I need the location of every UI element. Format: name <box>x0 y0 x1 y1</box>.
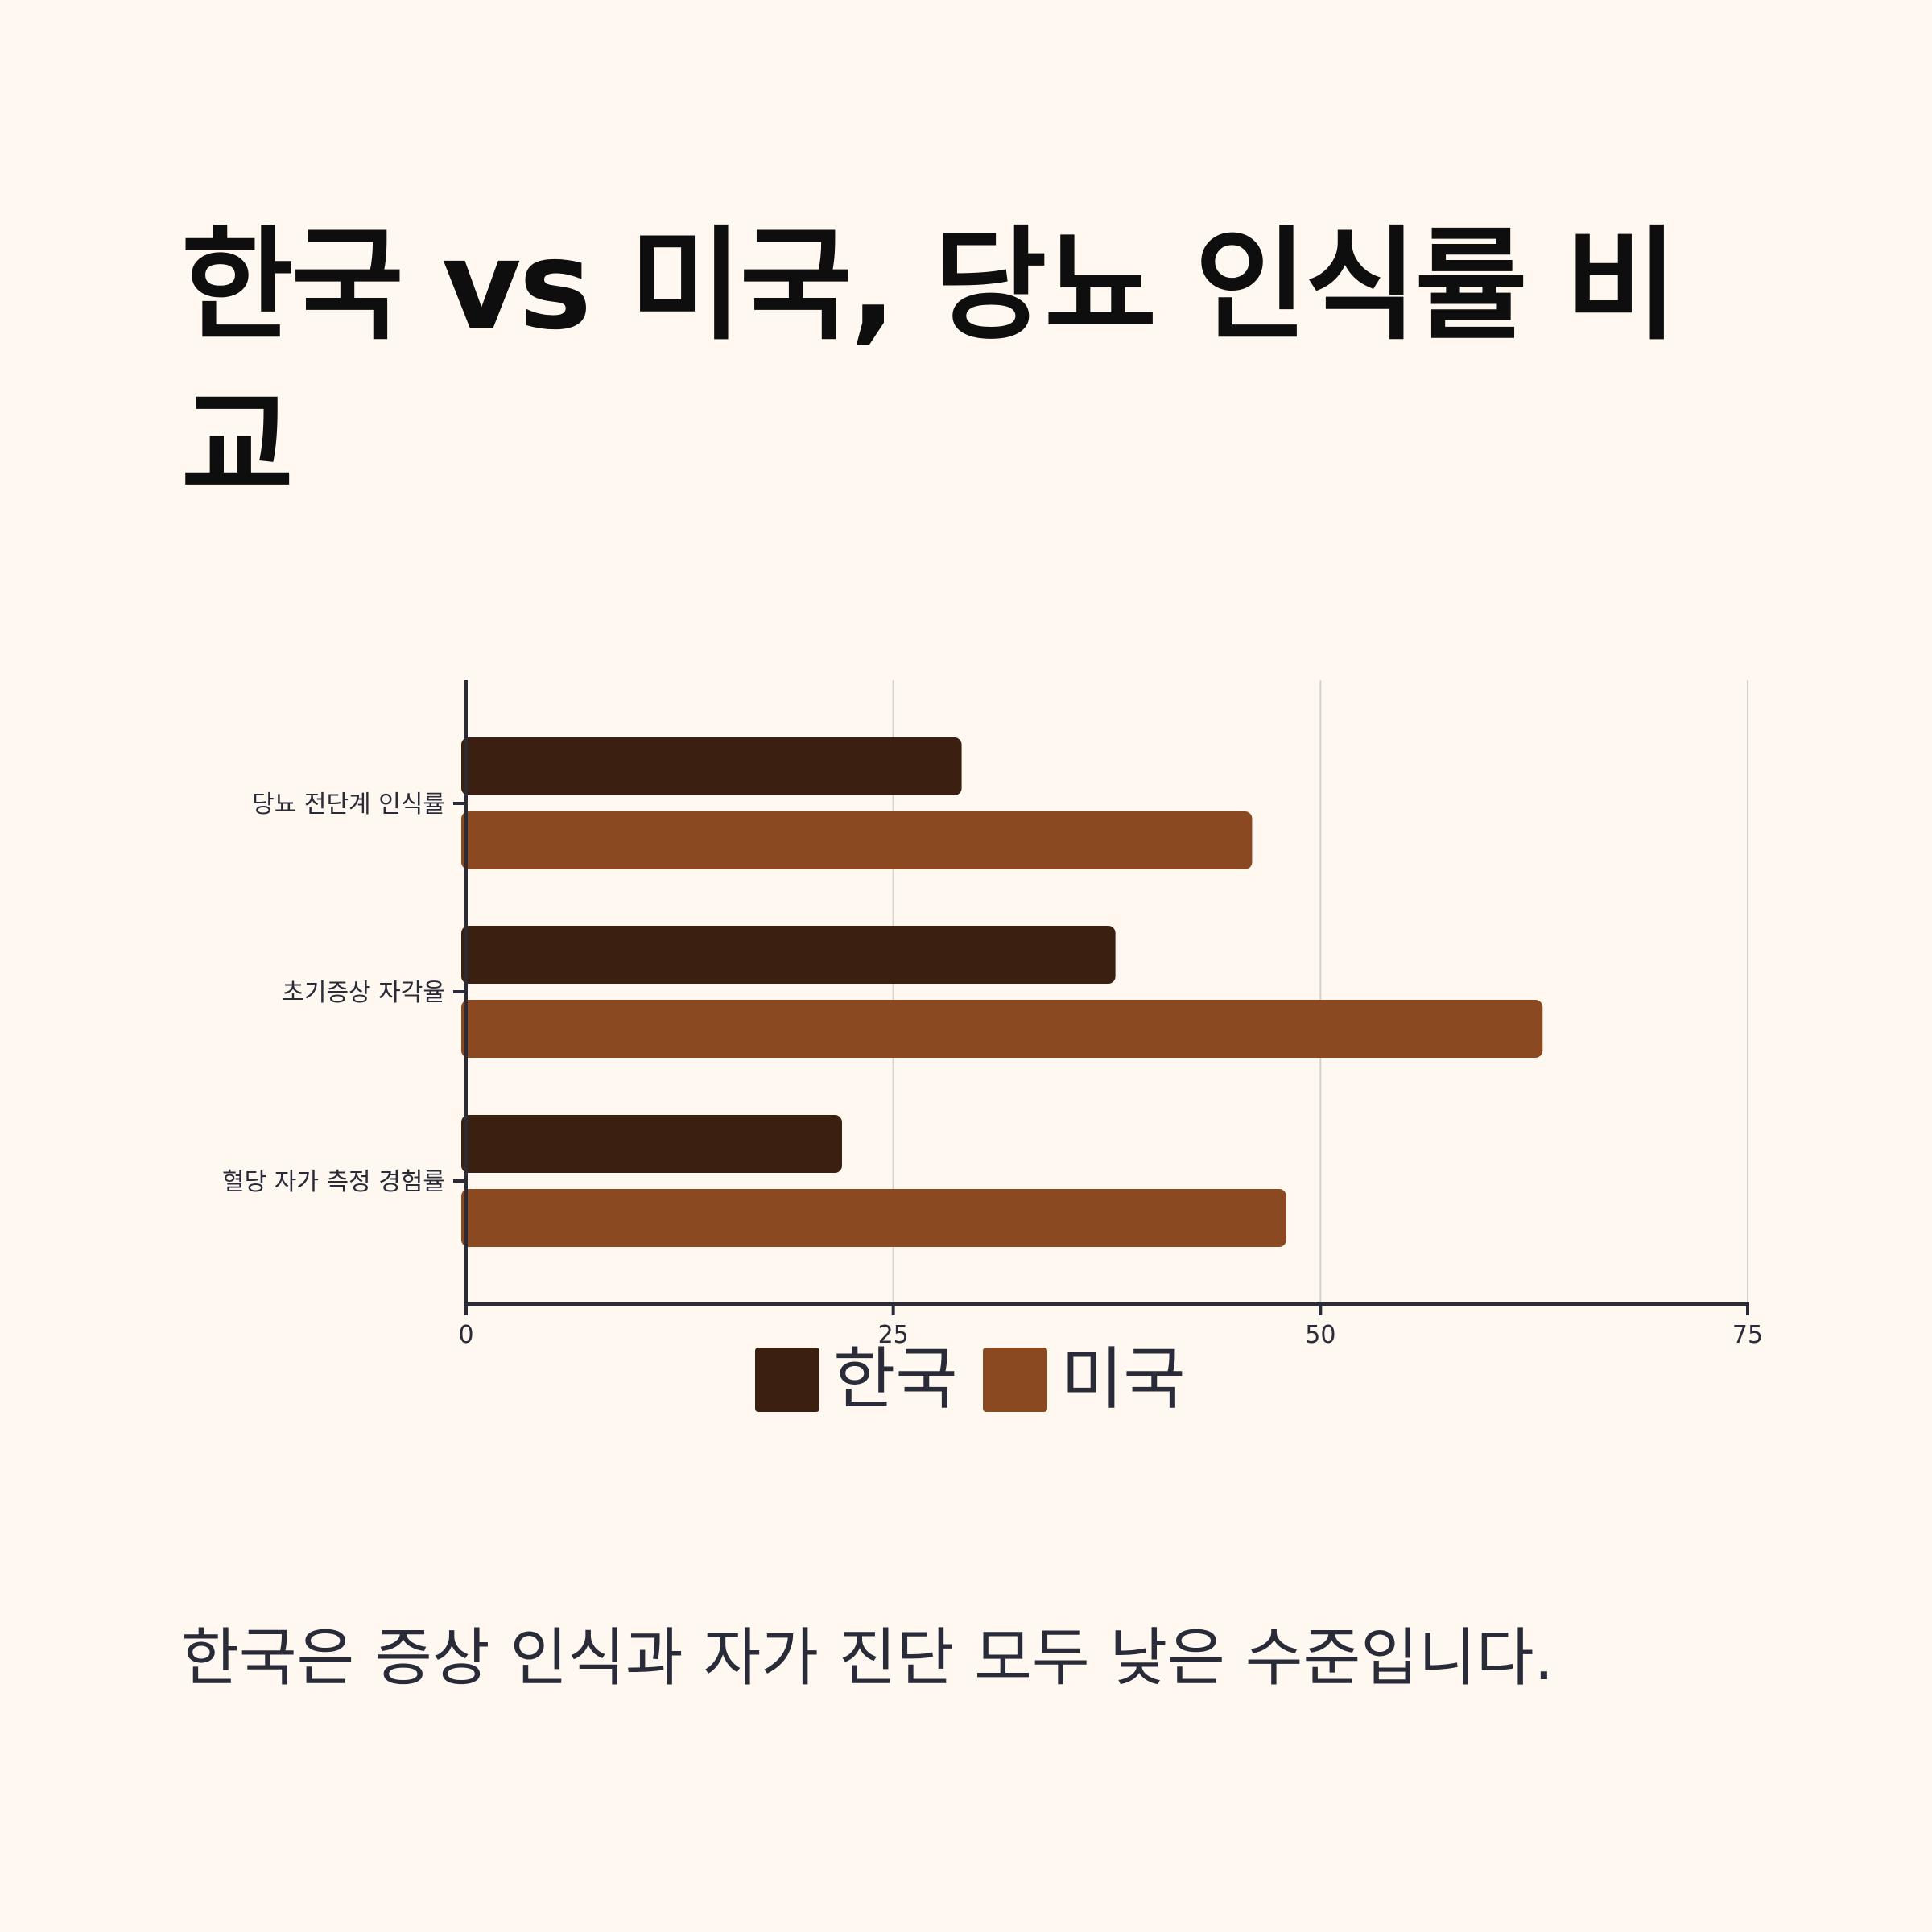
bar-korea <box>461 926 1116 984</box>
x-tick-label: 75 <box>1732 1321 1763 1349</box>
legend: 한국 미국 <box>755 1340 1186 1418</box>
legend-label-korea: 한국 <box>833 1340 958 1418</box>
bar-korea <box>461 1115 842 1173</box>
x-tick-label: 50 <box>1305 1321 1335 1349</box>
x-tick-label: 25 <box>878 1321 909 1349</box>
x-tick-label: 0 <box>458 1321 473 1349</box>
category-label: 초기증상 자각율 <box>282 979 445 1007</box>
chart-caption: 한국은 증상 인식과 자가 진단 모두 낮은 수준입니다. <box>181 1622 1554 1695</box>
legend-swatch-usa <box>983 1348 1047 1412</box>
category-label: 혈당 자가 측정 경험률 <box>222 1168 445 1196</box>
bar-usa <box>461 1189 1286 1247</box>
legend-label-usa: 미국 <box>1061 1340 1186 1418</box>
legend-swatch-korea <box>755 1348 819 1412</box>
bar-usa <box>461 1000 1543 1058</box>
category-label: 당뇨 전단계 인식률 <box>252 791 445 819</box>
bar-usa <box>461 811 1253 869</box>
bar-korea <box>461 737 962 795</box>
axes <box>453 680 1749 1315</box>
bars <box>461 737 1543 1247</box>
chart-title: 한국 vs 미국, 당뇨 인식률 비교 <box>181 214 1678 518</box>
